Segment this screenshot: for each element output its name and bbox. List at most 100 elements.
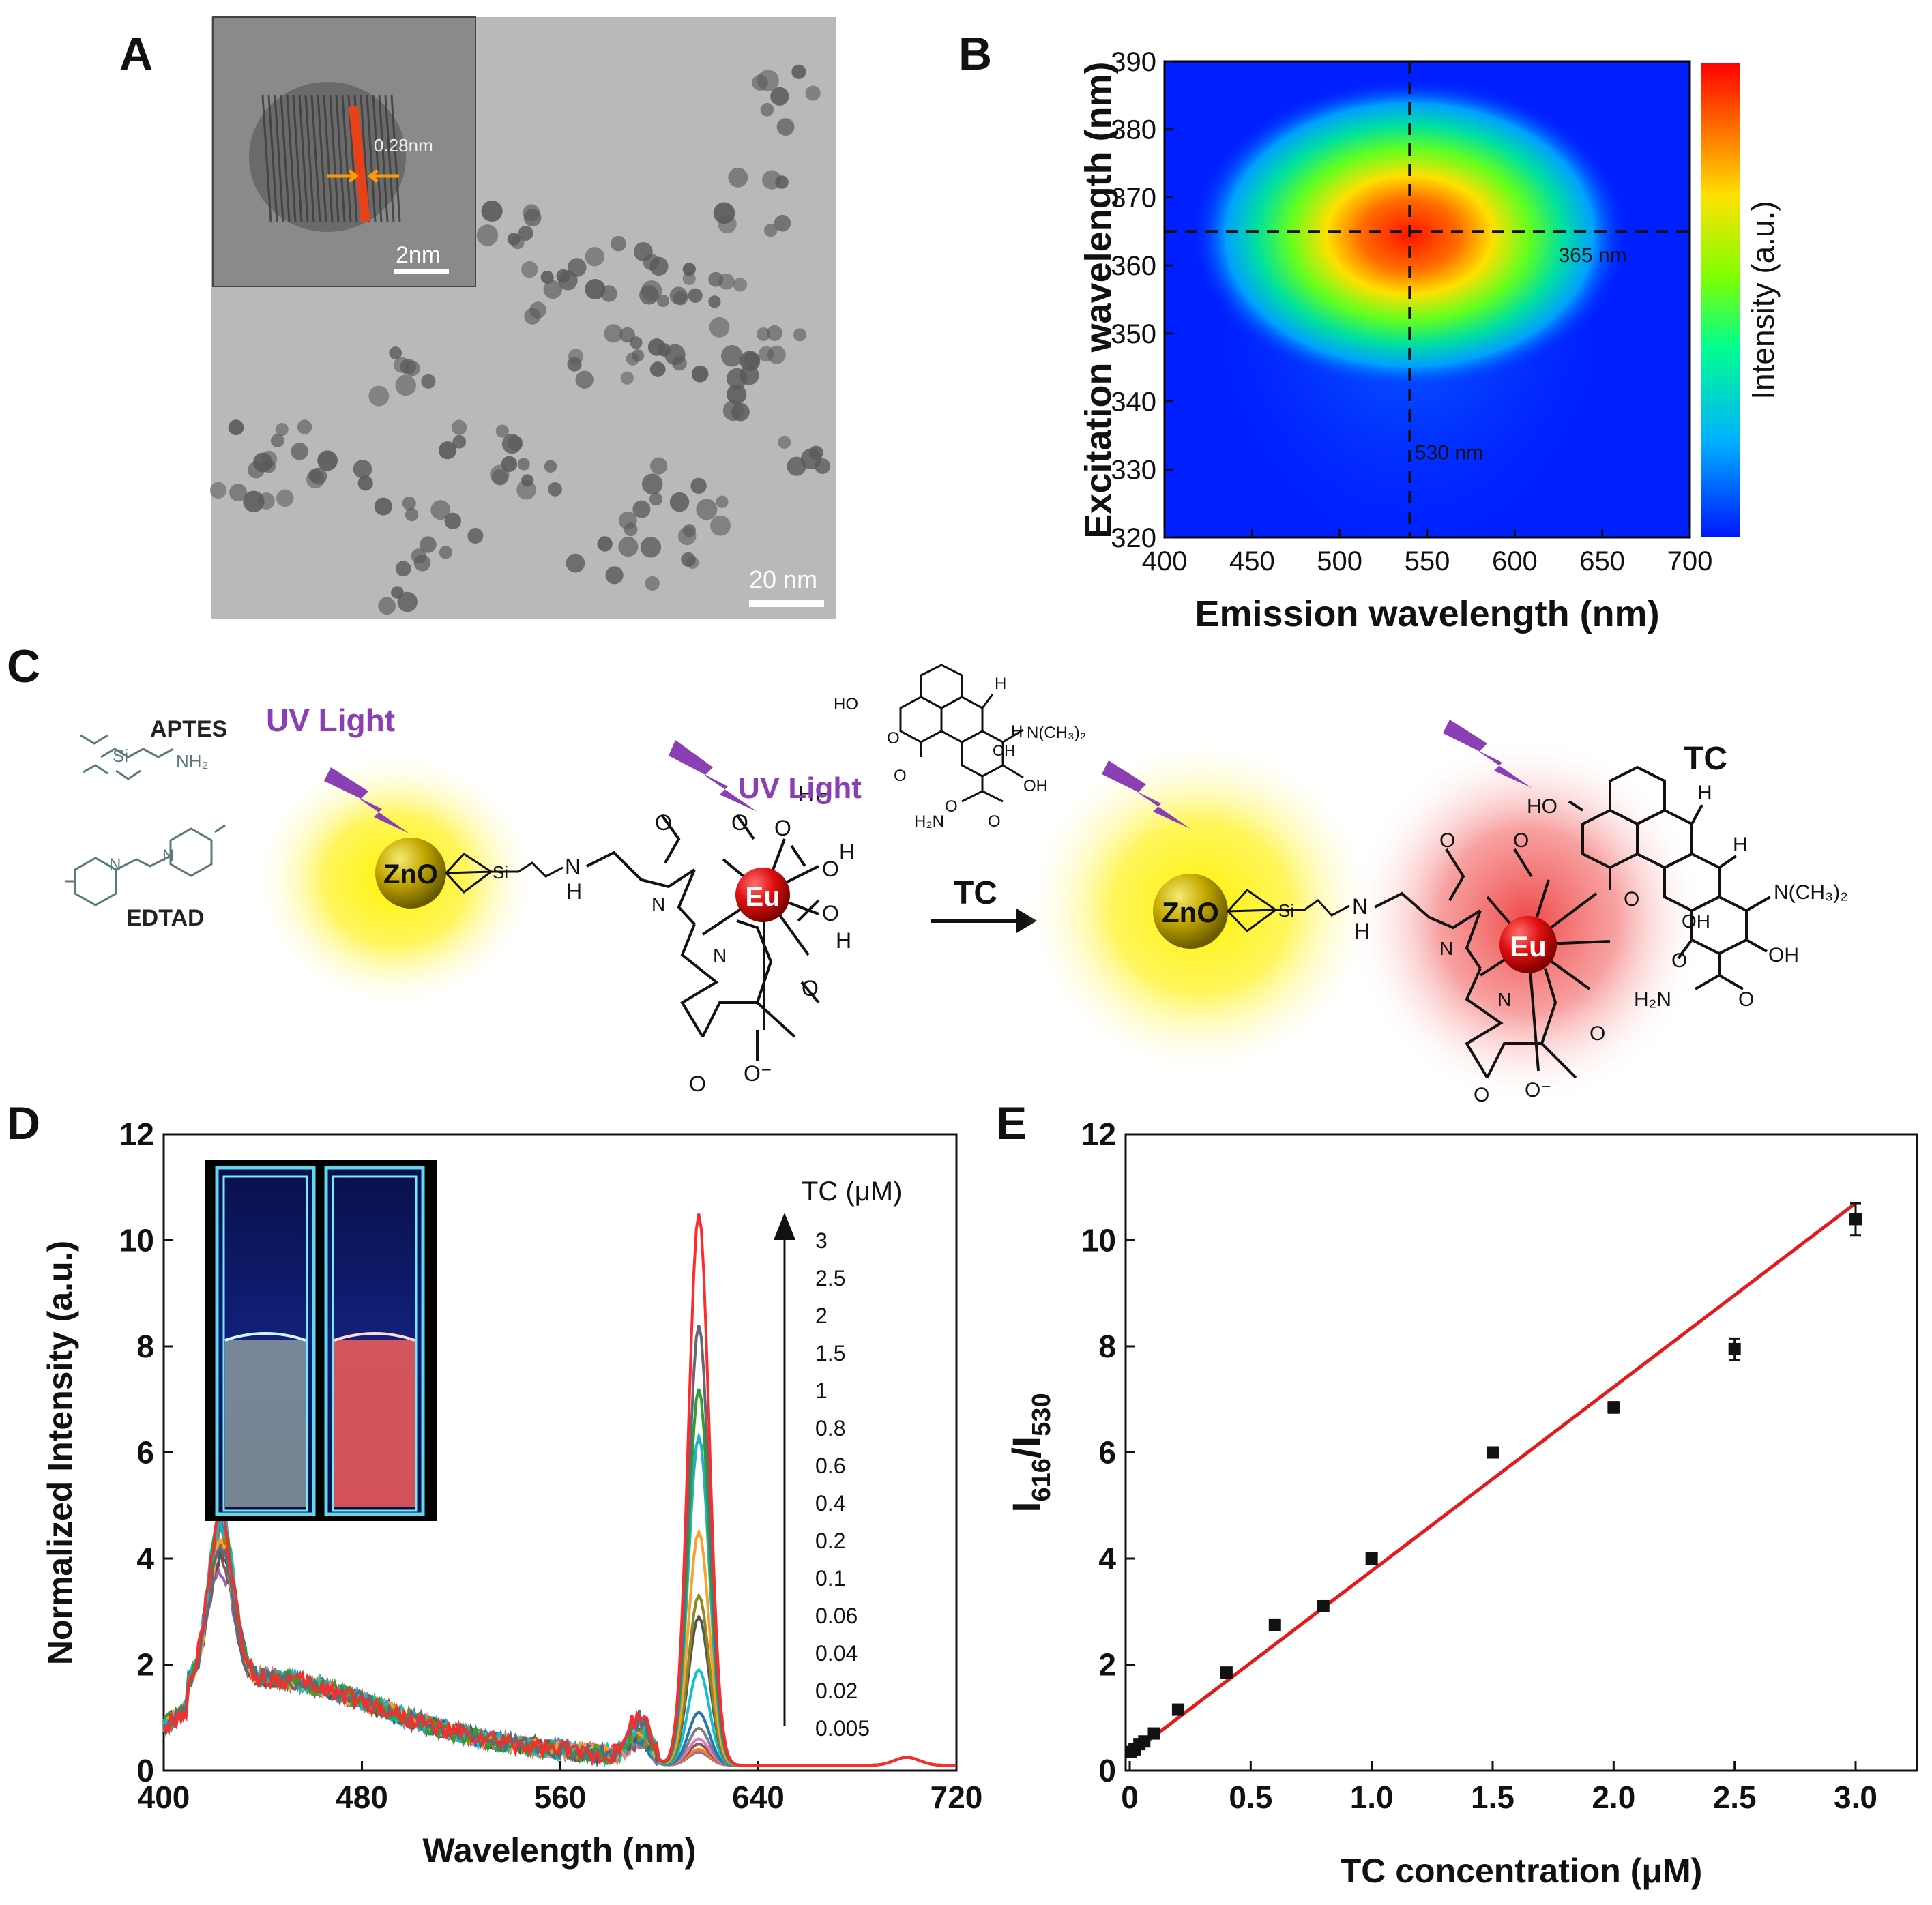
tetracycline-bound xyxy=(1568,765,1771,990)
eu-ion-right xyxy=(1499,916,1557,973)
tem-particle xyxy=(481,200,503,222)
heatmap-ticks: 400 450 500 550 600 650 700 320 330 340 350 360 370 3… xyxy=(1111,47,1712,576)
tem-particle xyxy=(611,235,626,252)
heatmap-x-tick-label: 450 xyxy=(1229,546,1275,576)
water-o2: O xyxy=(822,857,839,881)
data-point xyxy=(1138,1735,1151,1748)
tem-particle xyxy=(805,85,821,101)
scale-label: 20 nm xyxy=(749,565,817,593)
data-point xyxy=(1607,1401,1620,1414)
tem-particle xyxy=(413,555,431,572)
legend-conc-0.1: 0.1 xyxy=(815,1566,845,1591)
tem-particle xyxy=(270,434,284,447)
heatmap-y-tick-label: 350 xyxy=(1111,319,1156,349)
calibration-ticks: 0 0.5 1.0 1.5 2.0 2.5 3.0 0 2 4 6 8 10 12 xyxy=(1081,1117,1877,1815)
tem-particle xyxy=(718,274,735,290)
eu-ion-left xyxy=(735,868,790,922)
legend-conc-0.2: 0.2 xyxy=(815,1529,845,1553)
data-point xyxy=(1728,1342,1741,1355)
tem-particle xyxy=(243,490,265,512)
water-o1: O xyxy=(774,816,791,840)
tem-particle xyxy=(632,500,651,518)
tem-particle xyxy=(317,450,338,471)
tem-particle xyxy=(439,441,457,460)
fit-line xyxy=(1128,1202,1857,1756)
heatmap-y-label: Excitation wavelength (nm) xyxy=(1078,61,1119,538)
tem-particle xyxy=(686,556,699,570)
tc-free-o3: O xyxy=(945,797,958,816)
tem-particle xyxy=(476,224,499,246)
legend-conc-0.005: 0.005 xyxy=(815,1716,870,1741)
tc-free-oh1: OH xyxy=(993,742,1015,759)
tc-bound-o1: O xyxy=(1738,988,1754,1011)
concentration-legend: 3 2.5 2 1.5 1 0.8 0.6 0.4 0.2 0.1 0.06 0.04 0.02 0.00… xyxy=(815,1228,870,1741)
eu-left-n1: N xyxy=(652,894,665,915)
eu-left-o4: O xyxy=(689,1072,706,1096)
tc-bound-oh2: OH xyxy=(1768,944,1799,966)
tem-particle xyxy=(467,528,484,544)
heatmap-y-tick-label: 380 xyxy=(1111,115,1156,145)
calibration-points xyxy=(1124,1202,1862,1758)
tem-image: 0.28nm 2nm 20 nm xyxy=(209,16,836,619)
calibration-x-tick-label: 2.5 xyxy=(1713,1780,1757,1815)
calibration-y-label: I616/I530 xyxy=(1005,1393,1056,1512)
calibration-x-label: TC concentration (μM) xyxy=(1341,1852,1703,1890)
tem-particle xyxy=(766,325,782,341)
lattice-fringe xyxy=(292,95,303,222)
data-point xyxy=(1317,1599,1330,1612)
legend-conc-0.4: 0.4 xyxy=(815,1491,845,1516)
tem-particle xyxy=(682,263,696,276)
tem-particle xyxy=(774,214,791,232)
eu-right-ominus: O⁻ xyxy=(1525,1079,1551,1102)
water-h3: H xyxy=(839,840,855,864)
aptes-label: APTES xyxy=(150,716,227,742)
tem-particle xyxy=(297,419,312,434)
lattice-fringe xyxy=(280,95,291,222)
spectra-chart: 400 480 560 640 720 0 2 4 6 8 10 12 TC (μM) 3 2.5 2 1.… xyxy=(41,1117,982,1870)
heatmap-x-label: Emission wavelength (nm) xyxy=(1195,593,1659,634)
spectra-x-tick-label: 400 xyxy=(138,1780,190,1815)
eu-left-ominus: O⁻ xyxy=(744,1061,772,1086)
tc-free-nme2: N(CH₃)₂ xyxy=(1027,724,1086,742)
tem-particle xyxy=(451,419,467,435)
panel-label-a: A xyxy=(119,28,153,80)
legend-conc-3: 3 xyxy=(815,1228,828,1253)
tem-particle xyxy=(721,345,743,367)
tem-particle xyxy=(378,597,396,615)
water-h1: H xyxy=(798,782,814,806)
tem-particle xyxy=(800,448,822,469)
tem-particle xyxy=(657,295,669,308)
tem-particle xyxy=(508,435,523,452)
tem-particle xyxy=(791,64,806,79)
tc-free-o4: O xyxy=(988,812,1001,831)
tc-free-h2: H xyxy=(1011,722,1023,741)
tem-particle xyxy=(624,522,638,537)
tem-particle xyxy=(776,118,795,136)
lattice-fringe xyxy=(261,95,272,222)
heatmap-y-tick-label: 320 xyxy=(1111,523,1156,553)
uv-bolt-3 xyxy=(1102,760,1190,829)
spectra-y-tick-label: 8 xyxy=(136,1329,154,1364)
tc-free-h1: H xyxy=(995,675,1006,693)
tem-particle xyxy=(696,499,718,520)
tem-particle xyxy=(548,482,562,497)
sensing-scheme: Si NH₂ APTES N N EDTAD UV Light ZnO Si N… xyxy=(65,664,1848,1106)
lattice-fringe xyxy=(286,95,297,222)
tem-particle xyxy=(495,424,509,438)
tem-particle xyxy=(566,553,585,573)
spectra-y-label: Normalized Intensity (a.u.) xyxy=(41,1241,79,1665)
spectra-x-tick-label: 720 xyxy=(931,1780,983,1815)
aptes-si: Si xyxy=(113,745,128,766)
zno-nanoparticle-left xyxy=(375,838,446,909)
tem-particle xyxy=(727,368,748,389)
nh-h-left: H xyxy=(566,879,582,904)
eu-left-o3: O xyxy=(802,976,819,1001)
tem-particle xyxy=(605,566,624,585)
tem-particle xyxy=(718,214,737,234)
tem-particle xyxy=(395,374,416,396)
tc-bound-oh1: OH xyxy=(1682,911,1710,932)
tem-particle xyxy=(709,316,730,338)
tem-particle xyxy=(516,479,536,500)
spectra-y-tick-label: 2 xyxy=(136,1647,154,1683)
zno-label-left: ZnO xyxy=(383,859,438,889)
